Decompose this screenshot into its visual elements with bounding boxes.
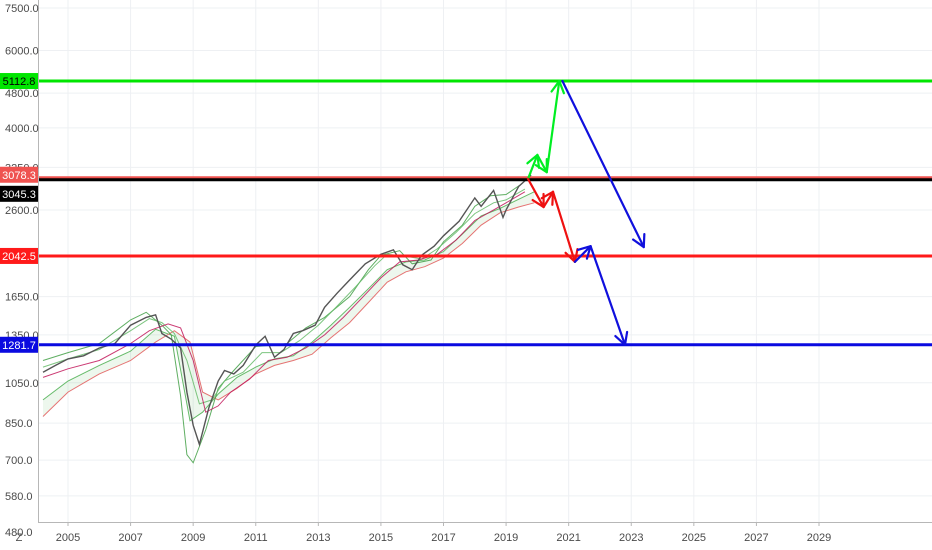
x-tick-label: 2005	[56, 532, 80, 544]
y-tick-label: 700.0	[5, 455, 33, 467]
red-level-price-tag: 2042.5	[0, 247, 38, 264]
x-tick-label: 2011	[244, 532, 268, 544]
y-tick-label: 7500.0	[5, 3, 39, 15]
y-tick-label: 2600.0	[5, 205, 39, 217]
projection-arrows	[526, 79, 646, 346]
svg-text:1281.7: 1281.7	[2, 340, 36, 352]
svg-text:2042.5: 2042.5	[2, 251, 36, 263]
x-tick-label: 2027	[744, 532, 768, 544]
x-tick-label: 2029	[807, 532, 831, 544]
svg-text:5112.8: 5112.8	[3, 76, 36, 88]
horizontal-levels	[38, 79, 932, 347]
x-tick-label: 2019	[494, 532, 518, 544]
x-tick-label: 2007	[118, 532, 142, 544]
indicator-line-2	[42, 188, 526, 405]
svg-text:3045.3: 3045.3	[2, 189, 36, 201]
x-tick-label: 2015	[369, 532, 393, 544]
blue-down-2-arrow[interactable]	[589, 245, 629, 346]
black-level-price-tag: 3045.3	[0, 185, 38, 202]
price-series	[42, 174, 532, 447]
blue-down-1-arrow[interactable]	[561, 79, 646, 249]
y-tick-label: 850.0	[5, 418, 33, 430]
x-axis[interactable]: 2005 2007 2009 2011 2013 2015 2017 2019 2021 2023…	[56, 522, 831, 544]
y-tick-label: 580.0	[5, 491, 33, 503]
y-tick-label: 1650.0	[5, 292, 39, 304]
y-tick-label: 4800.0	[5, 88, 39, 100]
price-tags: 5112.8 3078.3 3045.3 2042.5 1281.7	[0, 73, 38, 353]
svg-text:3078.3: 3078.3	[2, 170, 36, 182]
x-tick-label: 2009	[181, 532, 205, 544]
salmon-level-price-tag: 3078.3	[0, 166, 38, 183]
x-tick-label: 2013	[306, 532, 330, 544]
grid	[38, 0, 932, 522]
green-up-2-arrow[interactable]	[545, 79, 566, 174]
y-tick-label: 6000.0	[5, 46, 39, 58]
y-tick-label: 4000.0	[5, 123, 39, 135]
x-tick-label: 2023	[619, 532, 643, 544]
corner-label[interactable]: Z	[16, 532, 23, 544]
blue-level-price-tag: 1281.7	[0, 336, 38, 353]
y-tick-label: 480.0	[5, 527, 33, 539]
cloud-span-b	[42, 202, 535, 417]
x-tick-label: 2021	[556, 532, 580, 544]
price-line	[42, 174, 532, 447]
y-tick-label: 1050.0	[5, 378, 39, 390]
green-level-price-tag: 5112.8	[0, 73, 38, 90]
x-tick-label: 2025	[682, 532, 706, 544]
x-tick-label: 2017	[431, 532, 455, 544]
indicator-line-3	[42, 191, 526, 413]
